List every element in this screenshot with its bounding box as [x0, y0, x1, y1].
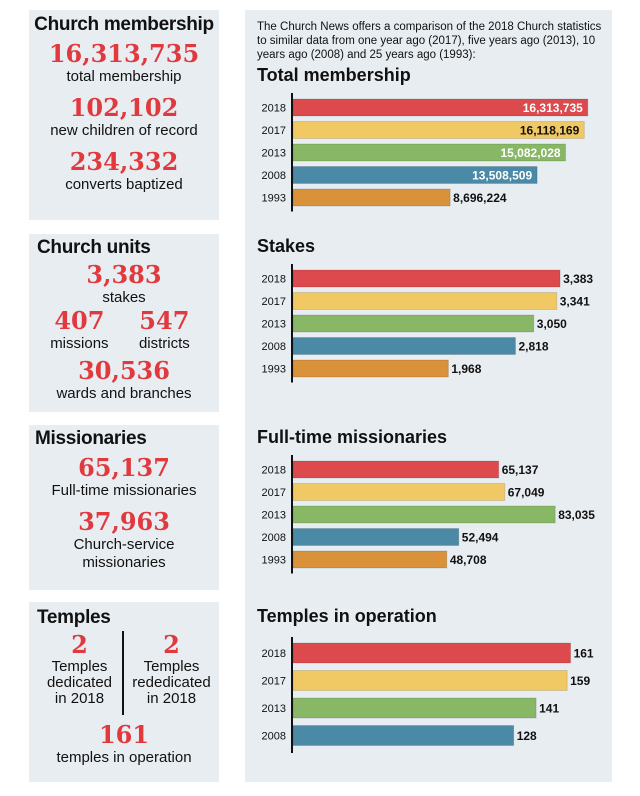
stat-value: 65,137: [78, 453, 170, 482]
stat-label: missions: [50, 335, 109, 352]
value-label: 67,049: [508, 486, 545, 500]
value-label: 15,082,028: [501, 146, 561, 160]
stat-value: 3,383: [86, 260, 162, 289]
stat-label: stakes: [102, 289, 146, 306]
value-label: 3,341: [560, 295, 590, 309]
stat-label: temples in operation: [56, 749, 192, 766]
chart-title: Full-time missionaries: [257, 427, 448, 447]
value-label: 83,035: [558, 508, 595, 522]
category-label: 2018: [262, 465, 286, 477]
category-label: 1993: [262, 555, 286, 567]
bar-2008: [292, 528, 460, 546]
stat-value: 16,313,735: [48, 39, 200, 68]
value-label: 65,137: [502, 463, 539, 477]
category-label: 2013: [262, 703, 286, 715]
stat-label: converts baptized: [65, 176, 183, 193]
stat-value: 37,963: [78, 507, 170, 536]
stat-value: 234,332: [69, 147, 179, 176]
stat-value: 407: [54, 306, 105, 335]
panel-title: Church membership: [34, 14, 214, 35]
stat-value: 161: [98, 720, 150, 749]
bar-2017: [292, 121, 585, 139]
bar-2013: [292, 143, 567, 162]
value-label: 161: [574, 647, 594, 661]
bar-2008: [292, 166, 538, 184]
value-label: 16,118,169: [520, 124, 580, 138]
category-label: 2008: [262, 341, 286, 353]
bar-2017: [292, 292, 558, 310]
value-label: 159: [570, 674, 590, 688]
panel-title: Missionaries: [35, 428, 147, 449]
value-label: 1,968: [451, 362, 481, 376]
bar-2013: [292, 505, 556, 524]
stat-label: Church-service missionaries: [73, 536, 175, 571]
stat-label: wards and branches: [56, 385, 192, 402]
missionaries-panel: Missionaries 65,137 Full-time missionari…: [29, 425, 219, 590]
category-label: 1993: [262, 193, 286, 205]
bar-2008: [292, 337, 516, 355]
value-label: 128: [517, 729, 537, 743]
bar-1993: [292, 188, 451, 207]
stat-value: 102,102: [69, 93, 179, 122]
stat-label: districts: [138, 335, 190, 352]
temples-panel: Temples 2 Temples dedicated in 2018 2 Te…: [29, 602, 219, 782]
intro-text: The Church News offers a comparison of t…: [257, 21, 602, 61]
category-label: 2013: [262, 510, 286, 522]
category-label: 2017: [262, 676, 286, 688]
value-label: 3,050: [537, 317, 567, 331]
category-label: 2013: [262, 319, 286, 331]
stat-value: 2: [163, 630, 180, 659]
category-label: 2018: [262, 274, 286, 286]
value-label: 13,508,509: [472, 169, 532, 183]
value-label: 141: [539, 702, 559, 716]
value-label: 52,494: [462, 531, 499, 545]
stat-value: 2: [71, 630, 88, 659]
category-label: 2008: [262, 731, 286, 743]
category-label: 2013: [262, 148, 286, 160]
bar-2018: [292, 269, 561, 288]
value-label: 2,818: [518, 340, 548, 354]
stat-label: Full-time missionaries: [51, 482, 197, 499]
bar-charts: 2018 16,313,735 2017 16,118,169 2013 15,082,0…: [262, 93, 595, 753]
category-label: 2008: [262, 170, 286, 182]
value-label: 3,383: [563, 272, 593, 286]
chart-title: Stakes: [257, 236, 316, 256]
stat-value: 30,536: [78, 356, 170, 385]
bar-2018: [292, 642, 572, 664]
value-label: 48,708: [450, 553, 487, 567]
value-label: 8,696,224: [453, 191, 507, 205]
stat-label: Temples dedicated in 2018: [46, 658, 113, 707]
category-label: 2018: [262, 648, 286, 660]
membership-panel: Church membership 16,313,735 total membe…: [29, 10, 219, 220]
panel-title: Church units: [37, 237, 151, 258]
bar-2013: [292, 697, 537, 719]
bar-2017: [292, 483, 506, 501]
bar-2008: [292, 725, 515, 746]
chart-title: Total membership: [257, 65, 411, 85]
bar-2018: [292, 460, 500, 479]
stat-value: 547: [139, 306, 190, 335]
bar-2013: [292, 314, 535, 333]
units-panel: Church units 3,383 stakes 407 missions 54…: [29, 234, 219, 412]
bar-1993: [292, 550, 448, 569]
bar-2018: [292, 98, 589, 117]
stat-label: new children of record: [50, 122, 198, 139]
stat-label: total membership: [66, 68, 182, 85]
comparison-panel: The Church News offers a comparison of t…: [245, 10, 612, 782]
category-label: 2018: [262, 103, 286, 115]
category-label: 1993: [262, 364, 286, 376]
bar-1993: [292, 359, 449, 378]
category-label: 2017: [262, 296, 286, 308]
category-label: 2017: [262, 487, 286, 499]
category-label: 2008: [262, 532, 286, 544]
chart-title: Temples in operation: [257, 606, 437, 626]
panel-title: Temples: [37, 607, 111, 628]
category-label: 2017: [262, 125, 286, 137]
value-label: 16,313,735: [523, 101, 583, 115]
bar-2017: [292, 670, 568, 691]
stat-label: Temples rededicated in 2018: [132, 658, 211, 707]
